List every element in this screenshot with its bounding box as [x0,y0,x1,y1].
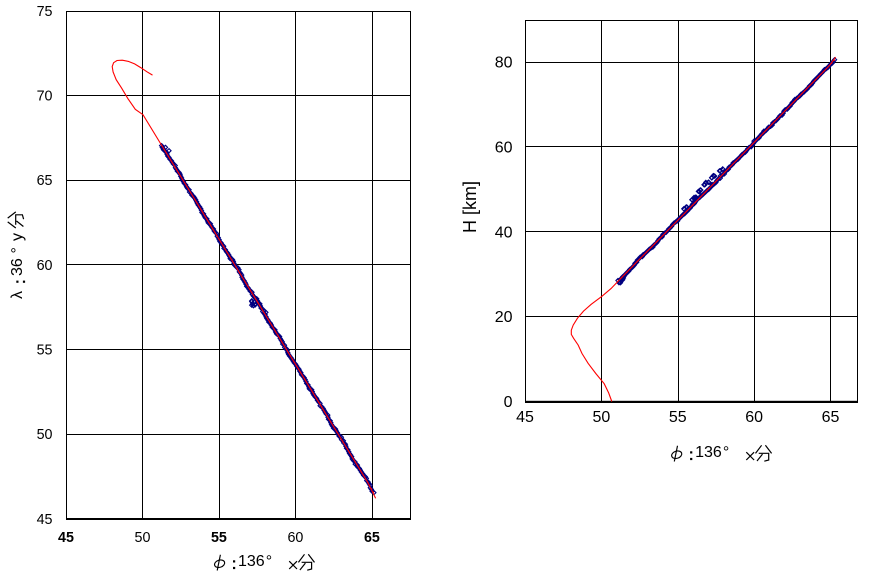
svg-text:136: 136 [695,444,722,461]
svg-text:40: 40 [495,224,513,241]
svg-text:60: 60 [37,258,53,274]
svg-text:65: 65 [364,530,380,546]
svg-text:45: 45 [37,512,53,528]
svg-text:50: 50 [135,530,151,546]
svg-text:36: 36 [9,258,26,276]
svg-text:H [km]: H [km] [460,181,480,233]
svg-text:60: 60 [287,530,303,546]
svg-text:65: 65 [37,173,53,189]
svg-text:λ: λ [9,291,26,299]
svg-text:50: 50 [593,409,611,426]
svg-text:45: 45 [58,530,74,546]
svg-text:°: ° [723,444,729,461]
svg-text:65: 65 [822,409,840,426]
svg-text:°: ° [266,553,272,570]
svg-text:60: 60 [745,409,763,426]
svg-text:60: 60 [495,139,513,156]
svg-text:75: 75 [37,4,53,20]
svg-text:55: 55 [669,409,687,426]
svg-text:45: 45 [516,409,534,426]
svg-text:°: ° [9,247,26,253]
svg-text:20: 20 [495,309,513,326]
svg-text:70: 70 [37,89,53,105]
svg-text:80: 80 [495,55,513,72]
svg-text:y: y [9,233,26,241]
svg-text:55: 55 [211,530,227,546]
svg-text:0: 0 [504,394,513,411]
svg-text:136: 136 [238,553,265,570]
svg-text:50: 50 [37,427,53,443]
svg-text:55: 55 [37,343,53,359]
